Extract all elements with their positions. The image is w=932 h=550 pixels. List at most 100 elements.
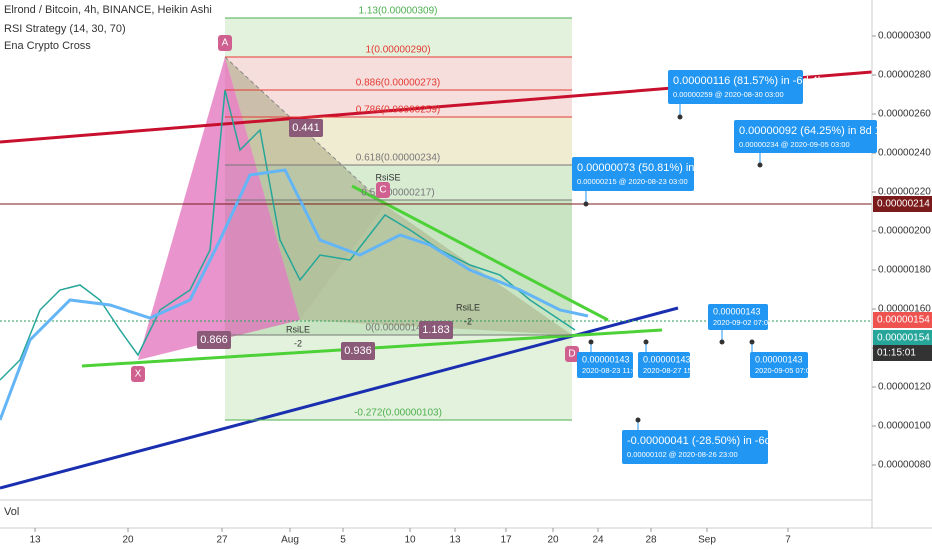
time-label: 24	[592, 535, 604, 546]
price-label: 0.00000160	[878, 304, 931, 315]
price-label: 0.00000260	[878, 109, 931, 120]
ratio-box	[197, 331, 231, 349]
ratio-box	[289, 119, 323, 137]
ratio-label: 1.183	[422, 324, 450, 336]
price-label: 0.00000220	[878, 187, 931, 198]
price-label: 0.00000240	[878, 148, 931, 159]
fib-zone	[225, 57, 572, 117]
callout-anchor	[635, 417, 641, 423]
price-path	[0, 89, 576, 381]
fib-label: 0(0.00000143)	[365, 323, 430, 334]
callout-box	[622, 430, 768, 464]
callout-detail: 0.00000215 @ 2020-08-23 03:00	[577, 177, 688, 186]
callout-title: 0.00000143	[713, 306, 761, 316]
pattern-point-label: D	[568, 349, 575, 360]
callout-title: 0.00000092 (64.25%) in 8d 12h	[739, 125, 893, 137]
trend-line	[351, 184, 609, 322]
price-tag	[873, 196, 932, 212]
time-label: 17	[500, 535, 512, 546]
callout-box	[668, 70, 803, 104]
fib-zone	[225, 117, 572, 165]
fib-label: 0.618(0.00000234)	[356, 153, 441, 164]
pattern-abc	[225, 57, 385, 320]
indicator-label: RSI Strategy (14, 30, 70)	[4, 23, 126, 35]
callout-title: 0.00000143	[582, 354, 630, 364]
fib-label: 1(0.00000290)	[365, 45, 430, 56]
callout-anchor	[677, 114, 683, 120]
callout-box	[572, 157, 694, 191]
callout-detail: 0.00000259 @ 2020-08-30 03:00	[673, 90, 784, 99]
callout-anchor	[719, 339, 725, 345]
pattern-point	[565, 346, 579, 362]
signal-label: -2	[464, 316, 472, 326]
price-label: 0.00000300	[878, 31, 931, 42]
pattern-point	[131, 366, 145, 382]
pane-label: Vol	[4, 506, 19, 518]
ratio-label: 0.936	[344, 345, 372, 357]
callout-anchor	[583, 201, 589, 207]
indicator-label: Ena Crypto Cross	[4, 40, 91, 52]
price-label: 0.00000120	[878, 382, 931, 393]
pattern-point-label: X	[135, 369, 142, 380]
callout-box	[734, 120, 877, 153]
callout-detail: 0.00000102 @ 2020-08-26 23:00	[627, 450, 738, 459]
pattern-xab	[138, 57, 300, 360]
time-label: 10	[404, 535, 416, 546]
pattern-point	[218, 35, 232, 51]
fib-label: 1.13(0.00000309)	[359, 6, 438, 17]
callout-detail: 0.00000234 @ 2020-09-05 03:00	[739, 140, 850, 149]
fib-label: 0.786(0.00000259)	[356, 105, 441, 116]
callout-title: 0.00000143	[755, 354, 803, 364]
ratio-label: 0.441	[292, 122, 320, 134]
trend-line	[0, 306, 679, 490]
callout-anchor	[588, 339, 594, 345]
price-label: 0.00000100	[878, 421, 931, 432]
time-label: 28	[645, 535, 657, 546]
callout-detail: 2020-09-05 07:00	[755, 366, 814, 375]
signal-label: RsiLE	[286, 324, 310, 334]
price-label: 0.00000200	[878, 226, 931, 237]
callout-anchor	[643, 339, 649, 345]
callout-box	[750, 352, 808, 378]
price-label: 0.00000280	[878, 70, 931, 81]
price-tag-label: 0.00000154	[877, 315, 930, 326]
callout-box	[708, 304, 768, 330]
price-tag	[873, 330, 932, 346]
callout-anchor	[749, 339, 755, 345]
pattern-point	[376, 182, 390, 198]
price-tag-label: 0.00000154	[877, 333, 930, 344]
price-tag-label: 0.00000214	[877, 199, 930, 210]
time-label: Sep	[698, 535, 716, 546]
symbol-title: Elrond / Bitcoin, 4h, BINANCE, Heikin As…	[4, 4, 212, 16]
price-tag	[873, 345, 932, 361]
signal-label: RsiLE	[456, 302, 480, 312]
time-label: 13	[29, 535, 41, 546]
time-label: 13	[449, 535, 461, 546]
time-label: 27	[216, 535, 228, 546]
callout-detail: 2020-09-02 07:00	[713, 318, 772, 327]
price-tag-label: 01:15:01	[877, 348, 916, 359]
time-label: 20	[547, 535, 559, 546]
time-label: 5	[340, 535, 346, 546]
moving-average	[0, 168, 589, 421]
price-tag	[873, 312, 932, 328]
callout-box	[638, 352, 690, 378]
fib-label: 0.886(0.00000273)	[356, 78, 441, 89]
time-label: 20	[122, 535, 134, 546]
price-label: 0.00000080	[878, 460, 931, 471]
price-label: 0.00000180	[878, 265, 931, 276]
callout-title: 0.00000143	[643, 354, 691, 364]
signal-label: RsiSE	[375, 172, 400, 182]
ratio-box	[419, 321, 453, 339]
fib-label: 0.5(0.00000217)	[361, 188, 434, 199]
ratio-label: 0.866	[200, 334, 228, 346]
pattern-point-label: C	[379, 185, 386, 196]
callout-title: 0.00000116 (81.57%) in -6d 4h	[673, 75, 824, 87]
pattern-point-label: A	[222, 38, 229, 49]
callout-title: 0.00000073 (50.81%) in -8h	[577, 162, 713, 174]
callout-detail: 2020-08-27 15:00	[643, 366, 702, 375]
fib-label: -0.272(0.00000103)	[354, 408, 442, 419]
callout-anchor	[757, 162, 763, 168]
callout-title: -0.00000041 (-28.50%) in -6d 8h	[627, 435, 786, 447]
